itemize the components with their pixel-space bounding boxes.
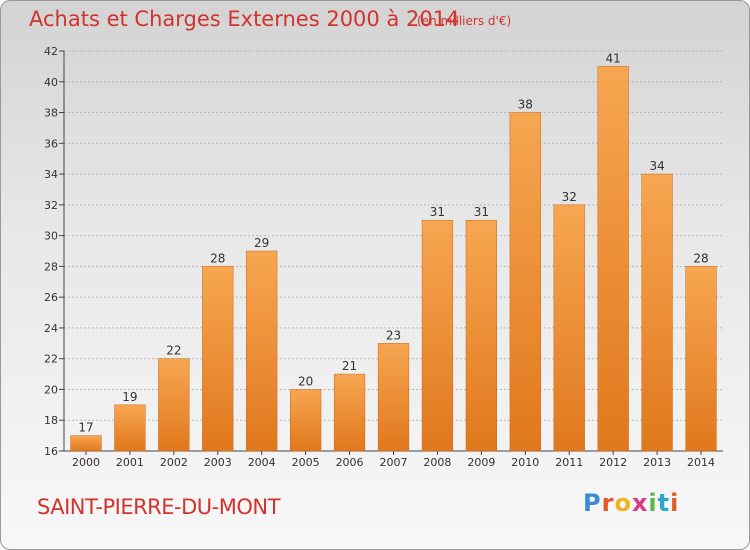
bar-2007: [377, 343, 410, 452]
x-tick-label-2002: 2002: [160, 456, 188, 469]
bar-2013: [641, 173, 673, 452]
x-tick-label-2005: 2005: [292, 456, 320, 469]
y-tick-label: 30: [44, 230, 58, 243]
x-tick-label-2007: 2007: [380, 456, 408, 469]
chart-subtitle: (en milliers d'€): [417, 14, 512, 28]
x-tick-label-2010: 2010: [511, 456, 539, 469]
bar-2001: [114, 404, 146, 452]
y-tick-label: 16: [44, 445, 58, 458]
value-label-2009: 31: [474, 205, 489, 219]
y-tick-label: 22: [44, 353, 58, 366]
value-label-2003: 28: [210, 251, 225, 265]
y-tick-label: 32: [44, 199, 58, 212]
bars: [70, 66, 717, 452]
y-tick-label: 20: [44, 383, 58, 396]
x-tick-label-2001: 2001: [116, 456, 144, 469]
bar-2011: [553, 204, 585, 452]
bar-2009: [465, 219, 497, 452]
value-label-2011: 32: [562, 190, 577, 204]
bar-2000: [70, 435, 102, 452]
x-tick-label-2000: 2000: [72, 456, 100, 469]
bar-2008: [421, 219, 454, 452]
chart-title: Achats et Charges Externes 2000 à 2014: [29, 7, 460, 31]
value-label-2008: 31: [430, 205, 445, 219]
value-label-2007: 23: [386, 328, 401, 342]
y-tick-label: 36: [44, 137, 58, 150]
bar-2014: [685, 266, 717, 452]
value-label-2013: 34: [649, 159, 664, 173]
bar-2004: [246, 250, 278, 452]
x-tick-label-2008: 2008: [423, 456, 451, 469]
x-tick-label-2012: 2012: [599, 456, 627, 469]
bar-2003: [202, 266, 234, 452]
value-label-2000: 17: [78, 421, 93, 435]
bar-2006: [333, 373, 366, 452]
value-label-2012: 41: [606, 51, 621, 65]
value-label-2001: 19: [122, 390, 137, 404]
commune-name: SAINT-PIERRE-DU-MONT: [37, 495, 280, 519]
proxiti-logo: Proxiti: [583, 489, 680, 517]
y-tick-label: 34: [44, 168, 58, 181]
value-label-2010: 38: [518, 98, 533, 112]
bar-2005: [290, 389, 322, 452]
y-tick-labels: 16 18 20 22 24 26 28 30 32 34 36 38 40 42: [44, 45, 58, 458]
x-tick-label-2006: 2006: [336, 456, 364, 469]
y-tick-label: 18: [44, 414, 58, 427]
value-label-2005: 20: [298, 374, 313, 388]
value-label-2006: 21: [342, 359, 357, 373]
x-tick-label-2004: 2004: [248, 456, 276, 469]
value-label-2002: 22: [166, 344, 181, 358]
bar-2010: [509, 112, 541, 452]
value-label-2004: 29: [254, 236, 269, 250]
y-tick-label: 26: [44, 291, 58, 304]
x-tick-label-2011: 2011: [555, 456, 583, 469]
y-tick-label: 42: [44, 45, 58, 58]
bar-2002: [158, 358, 190, 452]
x-tick-label-2014: 2014: [687, 456, 715, 469]
x-tick-label-2013: 2013: [643, 456, 671, 469]
value-labels: 17 19 22 28 29 20 21 23 31 31 38 32 41 34 28: [78, 51, 708, 434]
y-tick-label: 24: [44, 322, 58, 335]
y-tick-label: 38: [44, 107, 58, 120]
value-label-2014: 28: [693, 251, 708, 265]
y-tick-label: 28: [44, 260, 58, 273]
x-tick-label-2009: 2009: [467, 456, 495, 469]
x-tick-label-2003: 2003: [204, 456, 232, 469]
x-tick-labels: 2000 2001 2002 2003 2004 2005 2006 2007 2008 2009…: [72, 456, 715, 469]
y-tick-label: 40: [44, 76, 58, 89]
bar-2012: [597, 66, 629, 452]
